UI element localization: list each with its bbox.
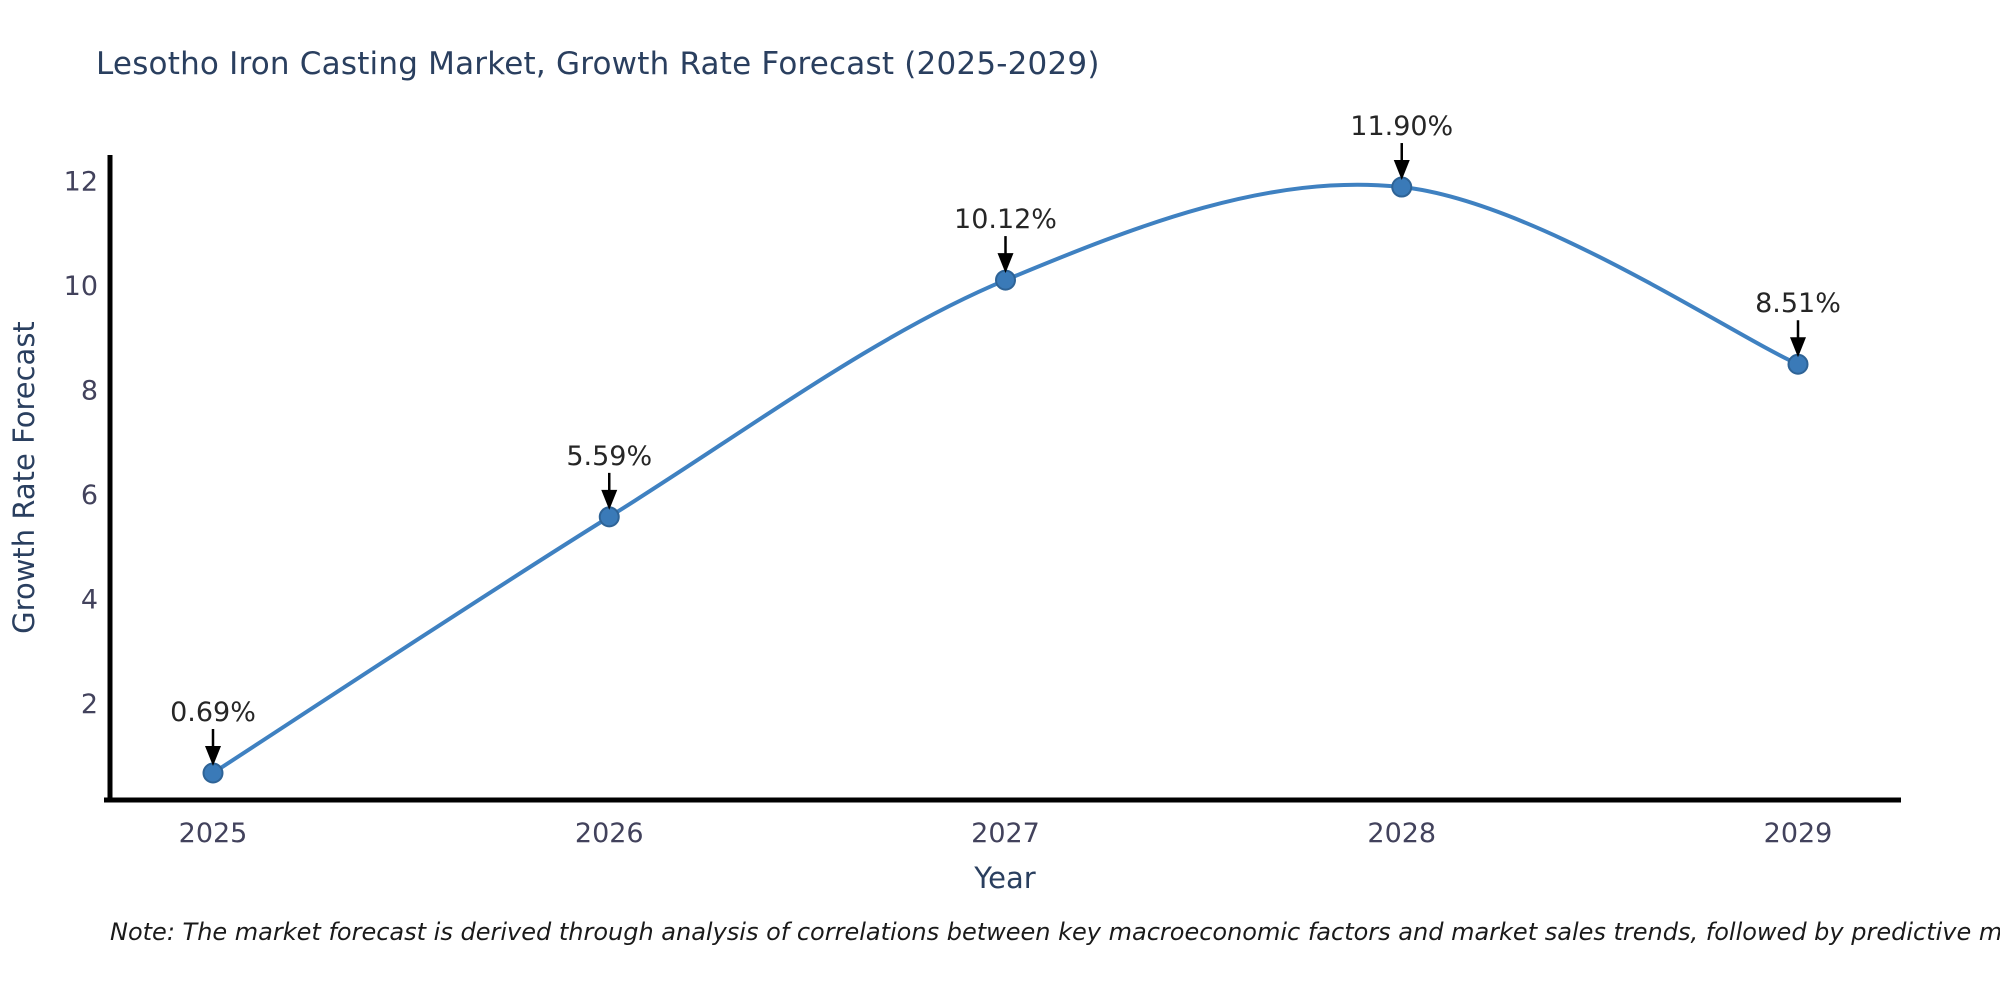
annotation-arrow-head [1393, 160, 1410, 181]
y-axis-title: Growth Rate Forecast [7, 321, 41, 634]
annotation-arrow-head [1790, 337, 1806, 358]
data-point-marker [1391, 176, 1413, 198]
annotation-arrow-head [997, 253, 1014, 274]
x-tick-label: 2026 [575, 818, 644, 849]
x-tick-label: 2025 [179, 818, 248, 849]
annotation-label: 8.51% [1755, 288, 1841, 319]
annotation-arrow-head [205, 745, 221, 766]
y-tick-label: 12 [64, 166, 98, 197]
y-tick-label: 6 [81, 480, 98, 511]
annotation-label: 0.69% [170, 697, 256, 728]
y-tick-label: 10 [64, 271, 98, 302]
annotation-label: 5.59% [566, 441, 652, 472]
x-tick-label: 2029 [1764, 818, 1833, 849]
data-point-marker [995, 269, 1016, 291]
data-point-marker [1787, 353, 1809, 375]
x-axis-title: Year [973, 861, 1035, 895]
y-tick-label: 2 [81, 689, 98, 720]
annotation-label: 11.90% [1350, 111, 1453, 142]
chart-title: Lesotho Iron Casting Market, Growth Rate… [96, 46, 1100, 82]
annotation-label: 10.12% [954, 204, 1057, 235]
annotation-arrow-head [601, 489, 618, 510]
y-tick-label: 4 [81, 584, 98, 615]
x-tick-label: 2027 [971, 818, 1040, 849]
x-tick-label: 2028 [1367, 818, 1436, 849]
y-tick-label: 8 [81, 375, 98, 406]
data-point-marker [202, 762, 224, 784]
footnote: Note: The market forecast is derived thr… [110, 918, 2000, 946]
data-point-marker [598, 506, 620, 528]
